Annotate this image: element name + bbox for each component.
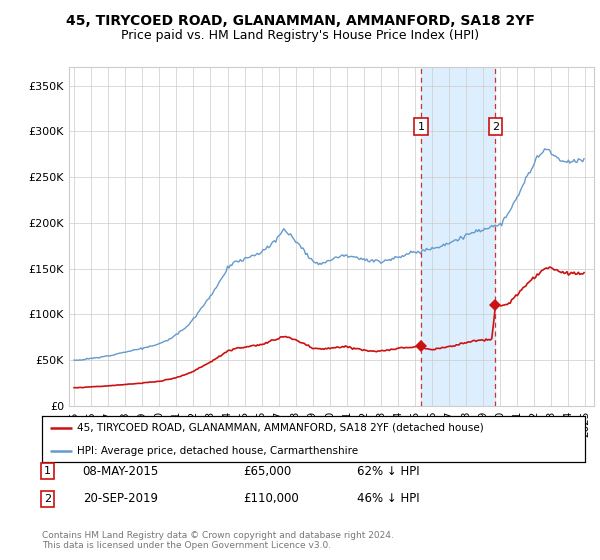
Text: 2: 2 <box>44 494 51 504</box>
Text: 08-MAY-2015: 08-MAY-2015 <box>83 465 159 478</box>
Text: HPI: Average price, detached house, Carmarthenshire: HPI: Average price, detached house, Carm… <box>77 446 358 455</box>
Text: 20-SEP-2019: 20-SEP-2019 <box>83 492 158 505</box>
Text: 46% ↓ HPI: 46% ↓ HPI <box>357 492 419 505</box>
Text: 45, TIRYCOED ROAD, GLANAMMAN, AMMANFORD, SA18 2YF (detached house): 45, TIRYCOED ROAD, GLANAMMAN, AMMANFORD,… <box>77 423 484 432</box>
Text: 1: 1 <box>418 122 425 132</box>
Text: 62% ↓ HPI: 62% ↓ HPI <box>357 465 419 478</box>
Text: £110,000: £110,000 <box>243 492 299 505</box>
Text: 45, TIRYCOED ROAD, GLANAMMAN, AMMANFORD, SA18 2YF: 45, TIRYCOED ROAD, GLANAMMAN, AMMANFORD,… <box>65 14 535 28</box>
Text: £65,000: £65,000 <box>243 465 291 478</box>
Text: Contains HM Land Registry data © Crown copyright and database right 2024.
This d: Contains HM Land Registry data © Crown c… <box>42 531 394 550</box>
Text: 1: 1 <box>44 466 51 476</box>
Bar <box>421 67 496 406</box>
Text: 2: 2 <box>492 122 499 132</box>
Text: Price paid vs. HM Land Registry's House Price Index (HPI): Price paid vs. HM Land Registry's House … <box>121 29 479 42</box>
